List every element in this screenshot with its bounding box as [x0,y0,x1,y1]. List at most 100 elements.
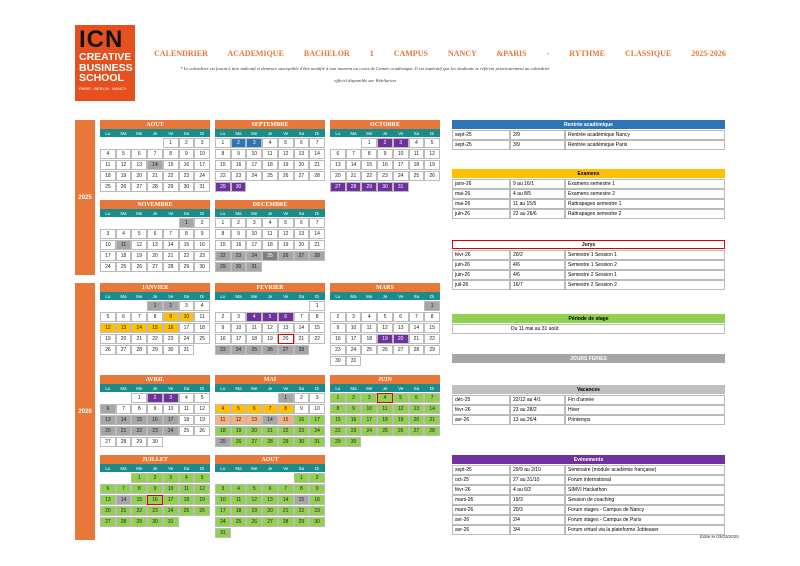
day: 26 [377,345,393,355]
day: 29 [131,437,148,447]
weekday: Ve [168,465,174,471]
section-cell: 27 au 31/10 [510,475,565,485]
day: 19 [262,334,278,344]
day: 29 [215,182,231,192]
day: 26 [424,171,440,181]
weekday: Je [382,293,388,299]
day: 12 [424,149,440,159]
day: 17 [392,160,409,170]
day: 5 [131,229,148,239]
day: 27 [330,182,346,192]
day: 2 [230,138,247,148]
day: 21 [277,506,294,516]
section-cell: févr-26 [452,405,510,415]
day: 7 [115,484,132,494]
day: 24 [194,171,210,181]
day: 1 [424,301,440,311]
section-cell: févr-26 [452,485,510,495]
day: 20 [262,506,278,516]
day: 1 [309,301,325,311]
section-cell: Forum stages - Campus de Nancy [565,505,725,515]
day: 19 [277,160,294,170]
day: 8 [147,312,163,322]
day: 27 [246,437,263,447]
section-cell: Rattrapages semestre 1 [565,199,725,209]
day: 5 [246,484,263,494]
section-cell: Hiver [565,405,725,415]
month-header: AOUT [100,120,210,129]
day: 26 [194,426,210,436]
day: 15 [277,415,294,425]
weekday: Ve [398,293,404,299]
day: 26 [131,262,148,272]
weekday: Lu [105,130,111,136]
year-bar: 2026 [75,283,95,540]
day: 10 [194,149,210,159]
weekday: Me [366,130,373,136]
weekday: Di [315,385,320,391]
weekday: Sa [183,210,190,216]
day: 10 [392,149,409,159]
day: 20 [392,334,409,344]
weekday: Di [200,385,205,391]
weekday: Me [136,385,143,391]
day: 3 [194,138,210,148]
weekday: Je [267,465,273,471]
day: 4 [262,218,278,228]
day: 30 [293,437,310,447]
day: 9 [230,229,247,239]
day: 31 [309,437,325,447]
day: 7 [262,404,278,414]
day: 16 [194,240,210,250]
day: 16 [178,160,195,170]
section-cell: sept-25 [452,465,510,475]
day: 27 [277,345,294,355]
section-cell: Rentrée académique Nancy [565,130,725,140]
day: 30 [147,437,163,447]
day: 25 [246,345,263,355]
day: 21 [115,426,132,436]
weekday: Je [267,130,273,136]
day: 22 [215,251,231,261]
day: 31 [178,345,195,355]
day: 16 [293,415,310,425]
section-cell: 4/6 [510,270,565,280]
day: 22 [131,506,148,516]
day: 27 [408,426,425,436]
day: 10 [178,312,195,322]
day: 16 [345,415,362,425]
section-cell: 20/2 [510,250,565,260]
section-cell: avr-26 [452,515,510,525]
weekday: Je [152,385,158,391]
day: 12 [277,229,294,239]
day: 8 [330,404,346,414]
day: 24 [246,251,263,261]
day: 11 [408,149,425,159]
day: 30 [330,356,346,366]
day: 19 [100,334,116,344]
day: 9 [377,149,393,159]
day: 18 [377,415,393,425]
day: 9 [293,404,310,414]
day: 8 [361,149,378,159]
weekday: Di [430,293,435,299]
weekday: Sa [413,130,420,136]
day: 8 [215,229,231,239]
day: 6 [293,138,310,148]
day: 9 [178,149,195,159]
day: 27 [392,345,409,355]
day: 17 [361,415,378,425]
day: 24 [162,426,179,436]
day: 12 [131,240,148,250]
day: 14 [162,240,179,250]
day: 25 [361,345,378,355]
day: 31 [194,182,210,192]
day: 19 [392,415,409,425]
section-cell: Semestre 2 Session 2 [565,280,725,290]
weekday: Je [382,385,388,391]
day: 9 [230,149,247,159]
weekday: Me [136,293,143,299]
section-header: Examens [452,169,725,178]
weekday: Lu [335,385,341,391]
day: 7 [115,404,132,414]
